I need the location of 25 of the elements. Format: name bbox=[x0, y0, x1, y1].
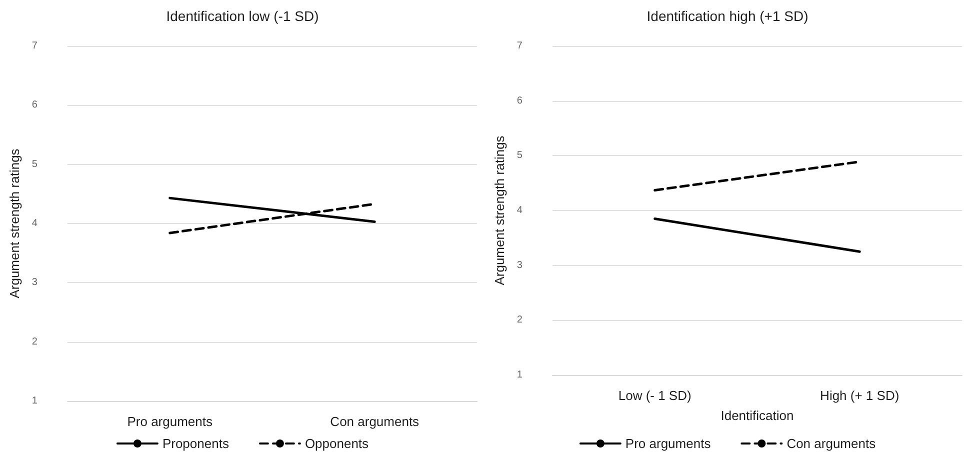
y-tick-label: 5 bbox=[32, 158, 38, 170]
chart-title: Identification low (-1 SD) bbox=[166, 8, 319, 24]
y-tick-label: 2 bbox=[516, 314, 523, 326]
legend-label: Proponents bbox=[162, 436, 230, 451]
x-axis-title: Identification bbox=[720, 408, 794, 423]
y-axis-title: Argument strength ratings bbox=[492, 135, 507, 286]
y-axis-title: Argument strength ratings bbox=[7, 148, 22, 298]
y-tick-label: 6 bbox=[516, 95, 523, 106]
y-tick-label: 1 bbox=[32, 396, 38, 406]
y-tick-label: 4 bbox=[516, 205, 523, 216]
y-tick-label: 7 bbox=[32, 40, 38, 52]
legend-label: Opponents bbox=[304, 436, 370, 451]
y-tick-label: 1 bbox=[516, 370, 523, 380]
y-tick-label: 4 bbox=[32, 218, 38, 229]
y-tick-label: 6 bbox=[32, 100, 38, 111]
chart-title: Identification high (+1 SD) bbox=[646, 8, 808, 24]
y-tick-label: 7 bbox=[516, 40, 523, 52]
legend-label: Pro arguments bbox=[625, 436, 712, 451]
y-tick-label: 5 bbox=[516, 150, 523, 162]
y-tick-label: 2 bbox=[32, 336, 38, 348]
x-tick-label: High (+ 1 SD) bbox=[820, 388, 900, 403]
y-tick-label: 3 bbox=[32, 277, 38, 288]
x-tick-label: Low (- 1 SD) bbox=[618, 388, 692, 403]
legend-label: Con arguments bbox=[786, 436, 876, 451]
y-tick-label: 3 bbox=[516, 260, 523, 271]
